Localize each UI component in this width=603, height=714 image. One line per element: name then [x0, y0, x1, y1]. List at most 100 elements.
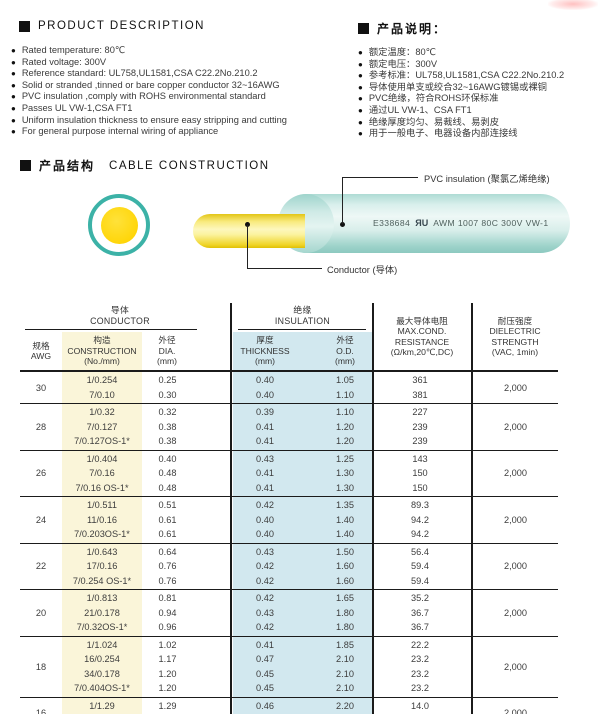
cell-line: 1.30	[336, 468, 354, 478]
cell-line: 0.40	[256, 529, 274, 539]
bullet-icon: ●	[11, 69, 16, 79]
cell-line: 7/0.127	[86, 421, 118, 432]
cell-line: 0.61	[158, 529, 177, 539]
cell-line: 7/0.254 OS-1*	[72, 575, 132, 586]
bullet-text: 导体使用单支或绞合32~16AWG镀锡或裸铜	[368, 81, 547, 92]
bullet-item: ● 绝缘厚度均匀、易裁线、易剥皮	[358, 117, 564, 129]
cell-line: 0.76	[158, 575, 177, 586]
cell-line: 0.48	[158, 482, 177, 493]
cell-line: 0.51	[158, 500, 177, 510]
cell-construction: 1/0.404 7/0.16 7/0.16 OS-1*	[62, 452, 142, 496]
insulation-column-band	[233, 332, 372, 714]
cell-line: 7/0.16 OS-1*	[75, 482, 129, 493]
cell-od: 2.202.40	[305, 699, 373, 714]
bullet-icon: ●	[11, 57, 16, 67]
cell-line: 36.7	[411, 622, 429, 632]
cell-awg: 16	[35, 708, 47, 714]
cell-thickness: 0.460.46	[233, 699, 305, 714]
cell-thickness: 0.43 0.41 0.41	[233, 452, 305, 496]
header-construction: 构造 CONSTRUCTION (No./mm)	[67, 335, 137, 367]
cell-line: 2.20	[336, 700, 354, 711]
bullet-text: Passes UL VW-1,CSA FT1	[21, 102, 133, 113]
cell-dielectric: 2,000	[504, 421, 527, 432]
cell-line: 0.42	[256, 575, 274, 586]
cable-conductor-rod	[193, 214, 305, 248]
cell-line: 1.20	[158, 668, 177, 679]
cell-construction: 1/1.2926/0.254	[62, 699, 142, 714]
cell-line: 2.10	[336, 654, 354, 664]
cell-line: 7/0.127OS-1*	[74, 436, 130, 446]
bullet-item: ● PVC绝缘，符合ROHS环保标准	[358, 93, 564, 105]
cell-line: 150	[412, 482, 428, 493]
construction-title-zh: 产品结构	[39, 159, 96, 173]
section-product-description: PRODUCT DESCRIPTION	[19, 20, 205, 32]
cell-line: 0.38	[158, 421, 177, 432]
header-insulation-group: 绝缘 INSULATION	[274, 305, 331, 326]
product-description-list: ● Rated temperature: 80℃ ● Rated voltage: 3…	[11, 45, 287, 138]
cell-line: 1.85	[336, 639, 354, 650]
cell-line: 1.02	[158, 639, 177, 650]
leader-line	[247, 225, 248, 268]
cell-line: 1.10	[336, 389, 354, 400]
cell-line: 56.4	[411, 546, 429, 557]
cell-awg: 24	[35, 514, 47, 525]
cell-construction: 1/0.254 7/0.10	[62, 373, 142, 402]
header-conductor-group: 导体 CONDUCTOR	[90, 305, 150, 326]
cell-resistance: 56.4 59.4 59.4	[373, 545, 473, 589]
cell-line: 0.81	[158, 593, 177, 603]
black-square-icon	[358, 23, 369, 34]
corner-smudge	[548, 0, 598, 10]
leader-line	[342, 177, 343, 224]
cell-line: 0.76	[158, 561, 177, 571]
cell-dielectric: 2,000	[504, 382, 527, 393]
cell-line: 381	[412, 389, 428, 400]
cell-thickness: 0.41 0.47 0.45 0.45	[233, 638, 305, 696]
cell-line: 11/0.16	[87, 514, 117, 525]
cell-line: 0.41	[256, 639, 274, 650]
bullet-item: ● PVC insulation ,comply with ROHS enviro…	[11, 91, 287, 103]
cell-dia: 0.51 0.61 0.61	[142, 498, 233, 542]
cell-od: 1.50 1.60 1.60	[305, 545, 373, 589]
table-row: 28 1/0.32 7/0.127 7/0.127OS-1* 0.32 0.38 0.38 0…	[20, 404, 558, 451]
cell-line: 0.43	[256, 453, 274, 464]
cell-line: 0.47	[256, 654, 274, 664]
cell-dia: 0.40 0.48 0.48	[142, 452, 233, 496]
section-title-text: 产品说明：	[377, 22, 448, 36]
cell-line: 0.38	[158, 436, 177, 446]
section-title-text: PRODUCT DESCRIPTION	[38, 20, 205, 32]
bullet-text: Reference standard: UL758,UL1581,CSA C22…	[21, 68, 258, 79]
cell-od: 1.35 1.40 1.40	[305, 498, 373, 542]
cell-dia: 0.25 0.30	[142, 373, 233, 402]
bullet-icon: ●	[11, 115, 16, 125]
bullet-text: 参考标准：UL758,UL1581,CSA C22.2No.210.2	[368, 70, 565, 81]
table-vline	[372, 303, 374, 714]
cell-dielectric: 2,000	[504, 514, 527, 525]
cell-line: 14.0	[411, 700, 429, 711]
bullet-icon: ●	[358, 129, 363, 139]
bullet-icon: ●	[358, 94, 363, 104]
cell-thickness: 0.42 0.43 0.42	[233, 591, 305, 635]
cell-line: 1.80	[336, 622, 354, 632]
cell-line: 1/0.32	[89, 407, 115, 417]
cell-resistance: 14.014.6	[373, 699, 473, 714]
bullet-item: ● Solid or stranded ,tinned or bare coppe…	[11, 80, 287, 92]
cell-line: 0.42	[256, 622, 274, 632]
cell-line: 7/0.32OS-1*	[76, 622, 128, 632]
cell-line: 1.65	[336, 593, 354, 603]
bullet-icon: ●	[358, 82, 363, 92]
marking-text: AWM 1007 80C 300V VW-1	[433, 218, 549, 228]
cell-line: 59.4	[411, 575, 429, 586]
section-cable-construction: 产品结构 CABLE CONSTRUCTION	[20, 157, 270, 174]
bullet-item: ● 通过UL VW-1、CSA FT1	[358, 105, 564, 117]
cell-line: 1.80	[336, 607, 354, 618]
leader-line	[247, 268, 322, 269]
pvc-insulation-label: PVC insulation (聚氯乙烯绝缘)	[424, 174, 550, 184]
cell-line: 0.30	[158, 389, 177, 400]
table-rows: 30 1/0.254 7/0.10 0.25 0.30 0.40 0.40 1.05 1.10 3…	[20, 372, 558, 714]
table-vline	[230, 303, 232, 714]
header-dia: 外径 DIA. (mm)	[156, 335, 178, 367]
cell-line: 0.41	[256, 482, 274, 493]
cell-line: 1.40	[336, 514, 354, 525]
black-square-icon	[20, 160, 31, 171]
cell-line: 1.30	[336, 482, 354, 493]
